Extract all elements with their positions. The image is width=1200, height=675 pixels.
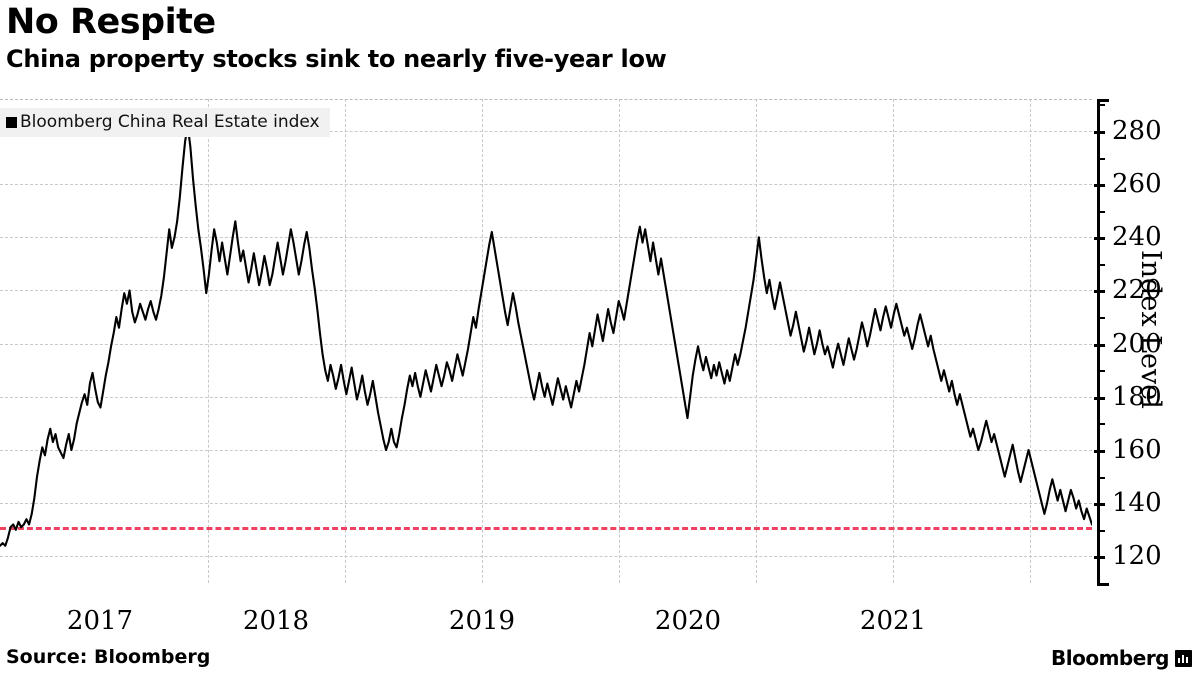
gridline-y-240 bbox=[0, 237, 1092, 239]
legend-item-label: Bloomberg China Real Estate index bbox=[20, 112, 320, 132]
y-tick-label-140: 140 bbox=[1112, 488, 1162, 519]
chart-legend[interactable]: Bloomberg China Real Estate index bbox=[0, 108, 330, 137]
y-axis-cap-bottom bbox=[1097, 583, 1109, 586]
y-tick-label-200: 200 bbox=[1112, 328, 1162, 359]
y-tick-minor-150 bbox=[1097, 476, 1105, 479]
y-tick-major-140 bbox=[1094, 503, 1105, 507]
y-tick-major-280 bbox=[1094, 130, 1105, 134]
y-axis-line bbox=[1097, 99, 1100, 583]
page-subtitle: China property stocks sink to nearly fiv… bbox=[6, 45, 667, 73]
y-tick-minor-230 bbox=[1097, 263, 1105, 266]
bloomberg-wordmark: Bloomberg bbox=[1051, 646, 1169, 670]
series-line-bloomberg-china-real-estate-index bbox=[0, 124, 1092, 547]
gridline-x-3 bbox=[619, 99, 620, 583]
y-tick-label-180: 180 bbox=[1112, 381, 1162, 412]
gridline-x-4 bbox=[756, 99, 757, 583]
y-tick-major-220 bbox=[1094, 290, 1105, 294]
chart-area bbox=[0, 99, 1200, 583]
y-tick-minor-190 bbox=[1097, 370, 1105, 373]
source-note: Source: Bloomberg bbox=[6, 646, 211, 668]
y-tick-major-160 bbox=[1094, 450, 1105, 454]
y-tick-major-240 bbox=[1094, 237, 1105, 241]
y-axis-title: Index Level bbox=[1135, 250, 1166, 409]
x-tick-label-2021: 2021 bbox=[859, 606, 927, 636]
gridline-y-180 bbox=[0, 396, 1092, 398]
bloomberg-terminal-icon bbox=[1175, 649, 1192, 667]
plot-region bbox=[0, 99, 1092, 583]
chart-header: No Respite China property stocks sink to… bbox=[6, 2, 1106, 74]
gridline-x-6 bbox=[1030, 99, 1031, 583]
y-tick-label-240: 240 bbox=[1112, 222, 1162, 253]
gridline-y-220 bbox=[0, 290, 1092, 292]
bloomberg-brand: Bloomberg bbox=[1051, 646, 1192, 670]
y-tick-major-260 bbox=[1094, 184, 1105, 188]
gridline-x-2 bbox=[482, 99, 483, 583]
y-tick-label-160: 160 bbox=[1112, 435, 1162, 466]
y-tick-minor-210 bbox=[1097, 317, 1105, 320]
plot-top-border bbox=[0, 99, 1092, 100]
gridline-y-200 bbox=[0, 343, 1092, 345]
y-axis-cap-top bbox=[1097, 99, 1109, 102]
gridline-y-260 bbox=[0, 184, 1092, 186]
x-tick-label-2020: 2020 bbox=[654, 606, 722, 636]
x-tick-label-2019: 2019 bbox=[448, 606, 516, 636]
gridline-y-280 bbox=[0, 130, 1092, 132]
y-tick-major-180 bbox=[1094, 396, 1105, 400]
y-tick-minor-290 bbox=[1097, 104, 1105, 107]
y-tick-minor-130 bbox=[1097, 529, 1105, 532]
y-tick-label-260: 260 bbox=[1112, 169, 1162, 200]
y-tick-label-280: 280 bbox=[1112, 115, 1162, 146]
page-title: No Respite bbox=[6, 2, 216, 42]
y-tick-label-120: 120 bbox=[1112, 541, 1162, 572]
y-tick-major-120 bbox=[1094, 556, 1105, 560]
y-tick-major-200 bbox=[1094, 343, 1105, 347]
y-tick-minor-170 bbox=[1097, 423, 1105, 426]
gridline-y-160 bbox=[0, 450, 1092, 452]
gridline-x-0 bbox=[208, 99, 209, 583]
y-tick-minor-250 bbox=[1097, 210, 1105, 213]
x-tick-label-2018: 2018 bbox=[242, 606, 310, 636]
gridline-x-5 bbox=[893, 99, 894, 583]
gridline-y-140 bbox=[0, 503, 1092, 505]
x-tick-label-2017: 2017 bbox=[66, 606, 134, 636]
y-tick-label-220: 220 bbox=[1112, 275, 1162, 306]
legend-square-icon bbox=[6, 116, 17, 128]
gridline-y-120 bbox=[0, 556, 1092, 558]
reference-line bbox=[0, 527, 1092, 531]
y-tick-minor-270 bbox=[1097, 157, 1105, 160]
gridline-x-1 bbox=[345, 99, 346, 583]
